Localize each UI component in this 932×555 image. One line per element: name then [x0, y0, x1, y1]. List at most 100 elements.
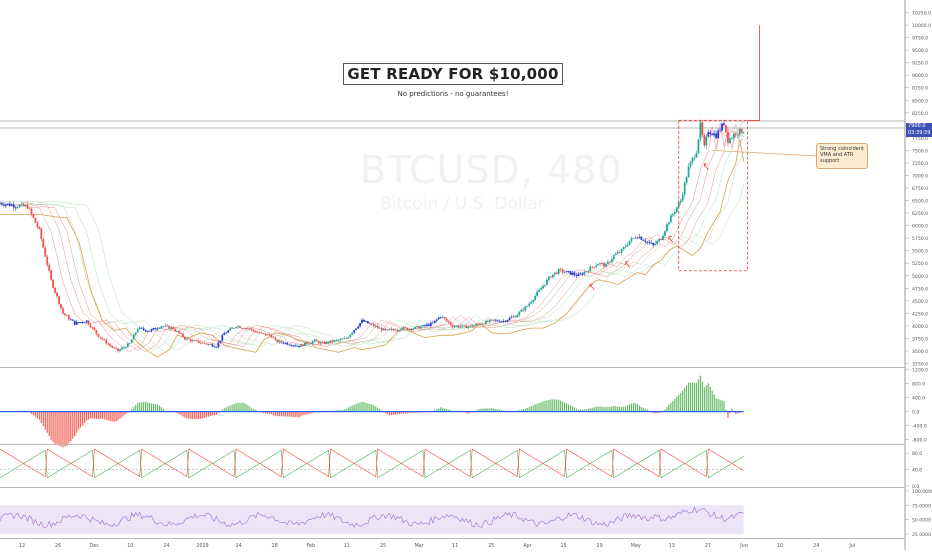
candle-body [8, 203, 11, 206]
candle-body [270, 335, 273, 338]
x-tick-label: 10 [777, 543, 783, 549]
candle-body [585, 271, 588, 273]
candle-body [551, 274, 554, 278]
candle-body [164, 325, 167, 327]
candle-body [589, 266, 592, 272]
candle-body [400, 329, 403, 331]
candle-body [272, 337, 275, 339]
candle-body [130, 339, 133, 343]
candle-body [390, 328, 393, 330]
candle-body [534, 295, 537, 300]
x-tick-label: 25 [488, 543, 494, 549]
candle-body [705, 136, 708, 146]
candle-body [276, 339, 279, 343]
candle-body [81, 322, 84, 323]
candle-body [587, 271, 590, 273]
candle-body [311, 341, 314, 344]
pane-divider [0, 367, 905, 368]
candle-body [565, 271, 568, 273]
candle-body [477, 323, 479, 325]
candle-body [742, 132, 745, 134]
candle-body [294, 345, 297, 347]
candle-body [546, 279, 548, 285]
candle-body [660, 238, 662, 240]
x-tick-label: Jun [739, 543, 748, 549]
candle-body [146, 331, 149, 333]
support-arrow [668, 236, 674, 243]
candle-body [691, 157, 694, 162]
candle-body [89, 324, 92, 328]
candle-body [361, 319, 363, 324]
candle-body [284, 342, 287, 344]
candle-body [384, 328, 387, 331]
moving-average-line [0, 151, 744, 352]
candle-body [315, 339, 318, 342]
candle-body [203, 342, 206, 344]
candle-body [254, 331, 257, 333]
candle-body [372, 324, 375, 327]
candle-body [579, 273, 582, 275]
pane-divider [0, 444, 905, 445]
candle-body [60, 304, 62, 309]
candle-body [593, 267, 596, 268]
moving-average-line [0, 121, 744, 351]
candle-body [656, 241, 659, 244]
candle-body [451, 324, 454, 328]
candle-body [634, 237, 637, 239]
candle-body [359, 323, 361, 327]
moving-average-line [0, 123, 744, 351]
candle-body [6, 203, 9, 205]
candle-body [50, 270, 53, 280]
candle-body [365, 321, 367, 323]
candle-body [178, 330, 180, 334]
candle-body [64, 313, 66, 316]
stoch-axis-tick-label: 80.0 [912, 451, 922, 457]
candle-body [105, 339, 108, 344]
candle-body [512, 316, 515, 318]
candle-body [260, 332, 263, 334]
candle-body [174, 329, 176, 332]
candle-body [422, 325, 424, 327]
x-tick-label: 24 [163, 543, 169, 549]
candle-body [337, 339, 340, 341]
candle-body [290, 344, 293, 346]
candle-body [48, 264, 51, 271]
watermark-name: Bitcoin / U.S. Dollar [380, 194, 545, 214]
candle-body [622, 247, 625, 249]
candle-body [687, 166, 690, 178]
candle-body [624, 246, 627, 248]
candle-body [65, 315, 68, 316]
rsi-line [0, 506, 744, 529]
candle-body [46, 256, 49, 265]
candle-body [97, 333, 100, 338]
x-tick-label: Jul [848, 543, 855, 549]
candle-body [677, 202, 680, 208]
candle-body [494, 320, 497, 322]
candle-body [679, 200, 682, 203]
candle-body [557, 268, 560, 274]
candle-body [447, 320, 450, 323]
price-axis-tick-label: 7000.0 [912, 173, 928, 179]
candle-body [91, 327, 94, 329]
candle-body [490, 319, 493, 321]
candle-body [335, 339, 338, 341]
candle-body [658, 238, 660, 242]
candle-body [16, 207, 19, 209]
candle-body [123, 347, 125, 349]
candle-body [243, 328, 245, 330]
price-axis-tick-label: 8750.0 [912, 86, 928, 92]
candle-body [504, 320, 507, 322]
candle-body [140, 327, 143, 329]
x-tick-label: 24 [813, 543, 819, 549]
chart-headline: GET READY FOR $10,000 [343, 63, 563, 85]
candle-body [32, 214, 35, 218]
momentum-axis-tick-label: 800.0 [912, 382, 925, 388]
candle-body [221, 335, 224, 341]
momentum-axis-tick-label: -800.0 [912, 438, 927, 444]
vma-support-line [0, 139, 745, 358]
candle-body [79, 322, 82, 323]
stoch-axis-tick-label: 0.0 [912, 484, 919, 490]
candle-body [439, 316, 442, 318]
candle-body [215, 346, 218, 348]
candle-body [532, 299, 535, 303]
